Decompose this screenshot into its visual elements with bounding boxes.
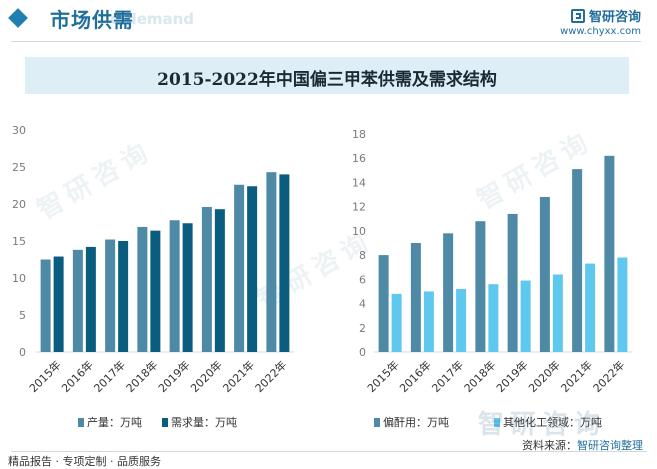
x-tick-label: 2018年: [123, 358, 160, 395]
diamond-icon: [8, 8, 28, 28]
x-tick-label: 2018年: [461, 358, 498, 395]
source-value: 智研咨询整理: [577, 439, 643, 452]
legend-label: 偏酐用：万吨: [383, 415, 449, 429]
y-tick-label: 0: [19, 346, 26, 359]
source-note: 资料来源：智研咨询整理: [522, 437, 643, 453]
bar-demand-0: 需求量：万吨 2015年: 12.9: [53, 256, 64, 352]
bar-other-1: 其他化工领域：万吨 2016年: 5: [423, 291, 434, 352]
legend-swatch: [162, 418, 168, 427]
bar-other-4: 其他化工领域：万吨 2019年: 5.9: [520, 280, 531, 352]
bar-production-2: 产量：万吨 2017年: 15.2: [105, 239, 116, 352]
y-tick-label: 15: [12, 235, 26, 248]
y-tick-label: 0: [359, 346, 366, 359]
x-tick-label: 2019年: [493, 358, 530, 395]
legend-label: 产量：万吨: [87, 415, 142, 429]
bar-other-0: 其他化工领域：万吨 2015年: 4.8: [391, 293, 402, 352]
y-tick-label: 16: [352, 152, 366, 165]
footer-watermark: 智研咨询: [478, 410, 607, 440]
legend-swatch: [78, 418, 84, 427]
bar-production-5: 产量：万吨 2020年: 19.6: [201, 206, 212, 352]
x-tick-label: 2021年: [220, 358, 257, 395]
bar-production-4: 产量：万吨 2019年: 17.8: [169, 220, 180, 352]
x-tick-label: 2016年: [58, 358, 95, 395]
y-tick-label: 25: [12, 161, 26, 174]
brand-block: 智研咨询 www.chyxx.com: [560, 6, 641, 37]
header-divider: [11, 41, 641, 42]
y-tick-label: 8: [359, 249, 366, 262]
x-tick-label: 2022年: [590, 358, 627, 395]
y-tick-label: 4: [359, 298, 366, 311]
footer-divider: [11, 451, 647, 452]
bar-demand-6: 需求量：万吨 2021年: 22.4: [247, 186, 258, 352]
bar-other-6: 其他化工领域：万吨 2021年: 7.3: [585, 263, 596, 352]
y-tick-label: 2: [359, 322, 366, 335]
bar-pseudocumene-7: 偏酐用：万吨 2022年: 16.2: [604, 155, 615, 352]
y-tick-label: 30: [12, 124, 26, 137]
x-tick-label: 2015年: [26, 358, 63, 395]
y-tick-label: 6: [359, 273, 366, 286]
x-tick-label: 2020年: [187, 358, 224, 395]
section-subtitle: d demand: [110, 10, 195, 28]
brand-url: www.chyxx.com: [560, 26, 641, 37]
legend-label: 需求量：万吨: [171, 416, 237, 429]
bar-demand-2: 需求量：万吨 2017年: 15: [118, 241, 129, 352]
x-tick-label: 2017年: [429, 358, 466, 395]
header: d demand 市场供需 智研咨询 www.chyxx.com: [0, 0, 657, 40]
bar-production-7: 产量：万吨 2022年: 24.3: [266, 172, 277, 352]
y-tick-label: 18: [352, 128, 366, 141]
bar-pseudocumene-1: 偏酐用：万吨 2016年: 9: [410, 243, 421, 352]
bar-demand-1: 需求量：万吨 2016年: 14.2: [85, 246, 96, 352]
y-tick-label: 12: [352, 201, 366, 214]
legend-swatch: [374, 418, 380, 427]
legend-swatch: [494, 418, 500, 427]
bar-demand-4: 需求量：万吨 2019年: 17.4: [182, 223, 193, 352]
section-title: 市场供需: [50, 8, 134, 32]
bar-production-0: 产量：万吨 2015年: 12.5: [40, 259, 51, 352]
bar-pseudocumene-2: 偏酐用：万吨 2017年: 9.8: [443, 233, 454, 352]
x-tick-label: 2016年: [396, 358, 433, 395]
bar-production-6: 产量：万吨 2021年: 22.6: [234, 184, 245, 352]
chart-title: 2015-2022年中国偏三甲苯供需及需求结构: [157, 70, 497, 90]
bar-pseudocumene-0: 偏酐用：万吨 2015年: 8: [378, 255, 389, 352]
chart-title-band: 2015-2022年中国偏三甲苯供需及需求结构: [25, 57, 629, 94]
bar-other-2: 其他化工领域：万吨 2017年: 5.2: [456, 289, 467, 352]
x-tick-label: 2022年: [252, 358, 289, 395]
bar-other-3: 其他化工领域：万吨 2018年: 5.6: [488, 284, 499, 352]
bar-production-3: 产量：万吨 2018年: 16.9: [137, 226, 148, 352]
y-tick-label: 10: [12, 272, 26, 285]
bar-demand-7: 需求量：万吨 2022年: 24: [279, 174, 290, 352]
bar-pseudocumene-5: 偏酐用：万吨 2020年: 12.8: [539, 196, 550, 352]
x-tick-label: 2015年: [364, 358, 401, 395]
y-tick-label: 10: [352, 225, 366, 238]
footer-tagline: 精品报告 · 专项定制 · 品质服务: [8, 455, 161, 468]
x-tick-label: 2021年: [558, 358, 595, 395]
y-tick-label: 20: [12, 198, 26, 211]
y-tick-label: 5: [19, 309, 26, 322]
chart-demand-structure: 0 2 4 6 8 10 12 14 16 18 偏酐用：万吨 2015年: 8 偏酐用：万吨 201…: [352, 128, 632, 429]
bar-demand-3: 需求量：万吨 2018年: 16.4: [150, 230, 161, 352]
legend-label: 其他化工领域：万吨: [503, 415, 602, 429]
source-label: 资料来源：: [522, 439, 577, 452]
bar-pseudocumene-4: 偏酐用：万吨 2019年: 11.4: [507, 213, 518, 352]
brand-name: 智研咨询: [588, 10, 641, 25]
chart-production-demand: 0 5 10 15 20 25 30 产量：万吨 2015年: 12.5 产量：万吨 2016年…: [12, 124, 294, 429]
bar-other-5: 其他化工领域：万吨 2020年: 6.4: [552, 274, 563, 352]
bar-production-1: 产量：万吨 2016年: 13.8: [72, 249, 83, 352]
bar-pseudocumene-3: 偏酐用：万吨 2018年: 10.8: [475, 221, 486, 352]
bar-other-7: 其他化工领域：万吨 2022年: 7.8: [617, 257, 628, 352]
x-tick-label: 2020年: [525, 358, 562, 395]
x-tick-label: 2017年: [91, 358, 128, 395]
bar-pseudocumene-6: 偏酐用：万吨 2021年: 15.1: [572, 169, 583, 352]
x-tick-label: 2019年: [155, 358, 192, 395]
y-tick-label: 14: [352, 176, 366, 189]
bar-demand-5: 需求量：万吨 2020年: 19.3: [214, 209, 225, 352]
brand-logo-icon: [570, 8, 585, 23]
